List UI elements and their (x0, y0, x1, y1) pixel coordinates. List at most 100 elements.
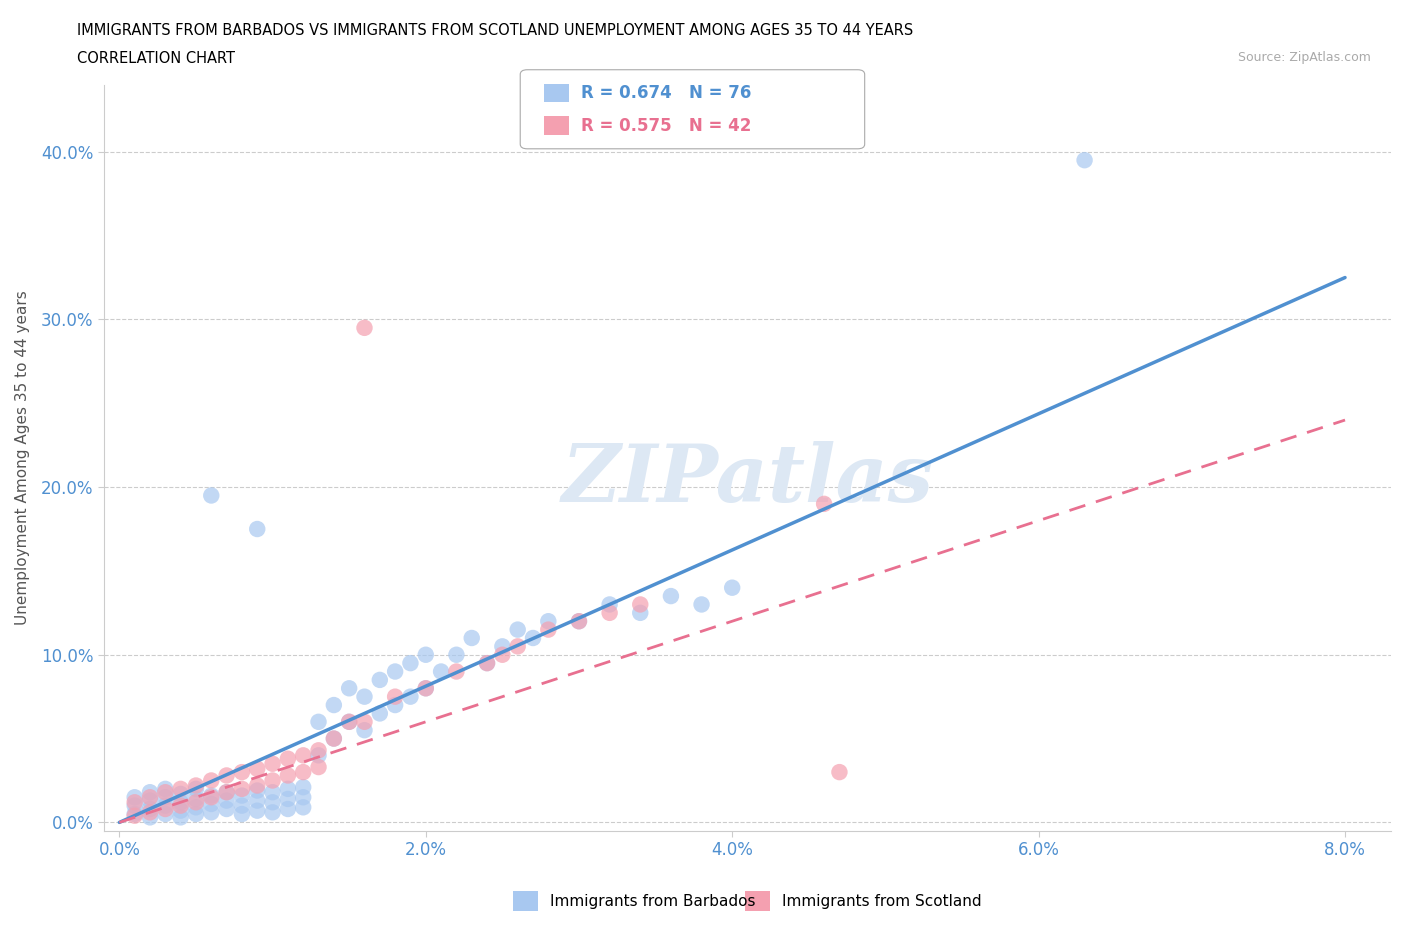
Point (277, 751, 299, 766)
Point (599, 597, 621, 612)
Point (506, 639, 529, 654)
Point (200, 804, 222, 819)
Point (308, 714, 330, 729)
Point (475, 656, 498, 671)
Point (184, 800, 207, 815)
Point (599, 605, 621, 620)
Point (215, 785, 238, 800)
Point (246, 778, 269, 793)
Point (231, 764, 253, 779)
Point (215, 793, 238, 808)
Point (139, 790, 162, 804)
Point (200, 796, 222, 811)
Point (169, 798, 191, 813)
Point (155, 781, 177, 796)
Point (124, 795, 146, 810)
Point (124, 806, 146, 821)
Point (169, 787, 191, 802)
Point (491, 647, 513, 662)
Point (292, 764, 315, 779)
Text: Immigrants from Scotland: Immigrants from Scotland (782, 894, 981, 909)
Point (277, 768, 299, 783)
Point (308, 760, 330, 775)
Point (277, 791, 299, 806)
Point (215, 802, 238, 817)
Point (415, 647, 437, 662)
Point (399, 689, 422, 704)
Point (184, 791, 207, 806)
Point (368, 706, 391, 721)
Point (537, 614, 560, 629)
Point (262, 795, 284, 810)
Point (155, 798, 177, 813)
Point (231, 781, 253, 796)
Point (659, 589, 682, 604)
Point (322, 698, 344, 712)
Text: IMMIGRANTS FROM BARBADOS VS IMMIGRANTS FROM SCOTLAND UNEMPLOYMENT AMONG AGES 35 : IMMIGRANTS FROM BARBADOS VS IMMIGRANTS F… (77, 23, 914, 38)
Point (169, 795, 191, 810)
Point (139, 785, 162, 800)
Point (308, 743, 330, 758)
Point (139, 804, 162, 819)
Point (200, 773, 222, 788)
Point (200, 488, 222, 503)
Point (231, 798, 253, 813)
Point (169, 810, 191, 825)
Text: R = 0.674   N = 76: R = 0.674 N = 76 (581, 84, 751, 102)
Point (415, 681, 437, 696)
Point (184, 778, 207, 793)
Point (475, 656, 498, 671)
Point (124, 808, 146, 823)
Point (353, 723, 375, 737)
Point (322, 731, 344, 746)
Point (522, 631, 544, 645)
Point (155, 785, 177, 800)
Point (124, 790, 146, 804)
Point (277, 802, 299, 817)
Point (246, 783, 269, 798)
Text: R = 0.575   N = 42: R = 0.575 N = 42 (581, 116, 751, 135)
Point (353, 689, 375, 704)
Point (246, 762, 269, 777)
Point (139, 793, 162, 808)
Point (139, 802, 162, 817)
Point (292, 800, 315, 815)
Point (721, 580, 744, 595)
Point (628, 605, 651, 620)
Point (568, 614, 591, 629)
Text: Source: ZipAtlas.com: Source: ZipAtlas.com (1237, 51, 1371, 64)
Point (337, 714, 360, 729)
Point (139, 810, 162, 825)
Point (184, 781, 207, 796)
Point (262, 785, 284, 800)
Point (292, 748, 315, 763)
Point (231, 788, 253, 803)
Point (353, 321, 375, 336)
Point (200, 790, 222, 804)
Point (430, 664, 453, 679)
Text: CORRELATION CHART: CORRELATION CHART (77, 51, 235, 66)
Point (491, 639, 513, 654)
Point (813, 497, 835, 512)
Point (155, 790, 177, 804)
Point (262, 804, 284, 819)
Point (246, 522, 269, 537)
Point (292, 779, 315, 794)
Point (1073, 153, 1095, 167)
Point (169, 804, 191, 818)
Point (568, 614, 591, 629)
Point (506, 622, 529, 637)
Point (337, 681, 360, 696)
Point (446, 647, 468, 662)
Point (384, 689, 406, 704)
Point (277, 781, 299, 796)
Point (246, 804, 269, 818)
Point (828, 764, 851, 779)
Point (200, 788, 222, 803)
Point (322, 731, 344, 746)
Point (690, 597, 713, 612)
Point (446, 664, 468, 679)
Point (215, 785, 238, 800)
Point (308, 748, 330, 763)
Point (231, 806, 253, 821)
